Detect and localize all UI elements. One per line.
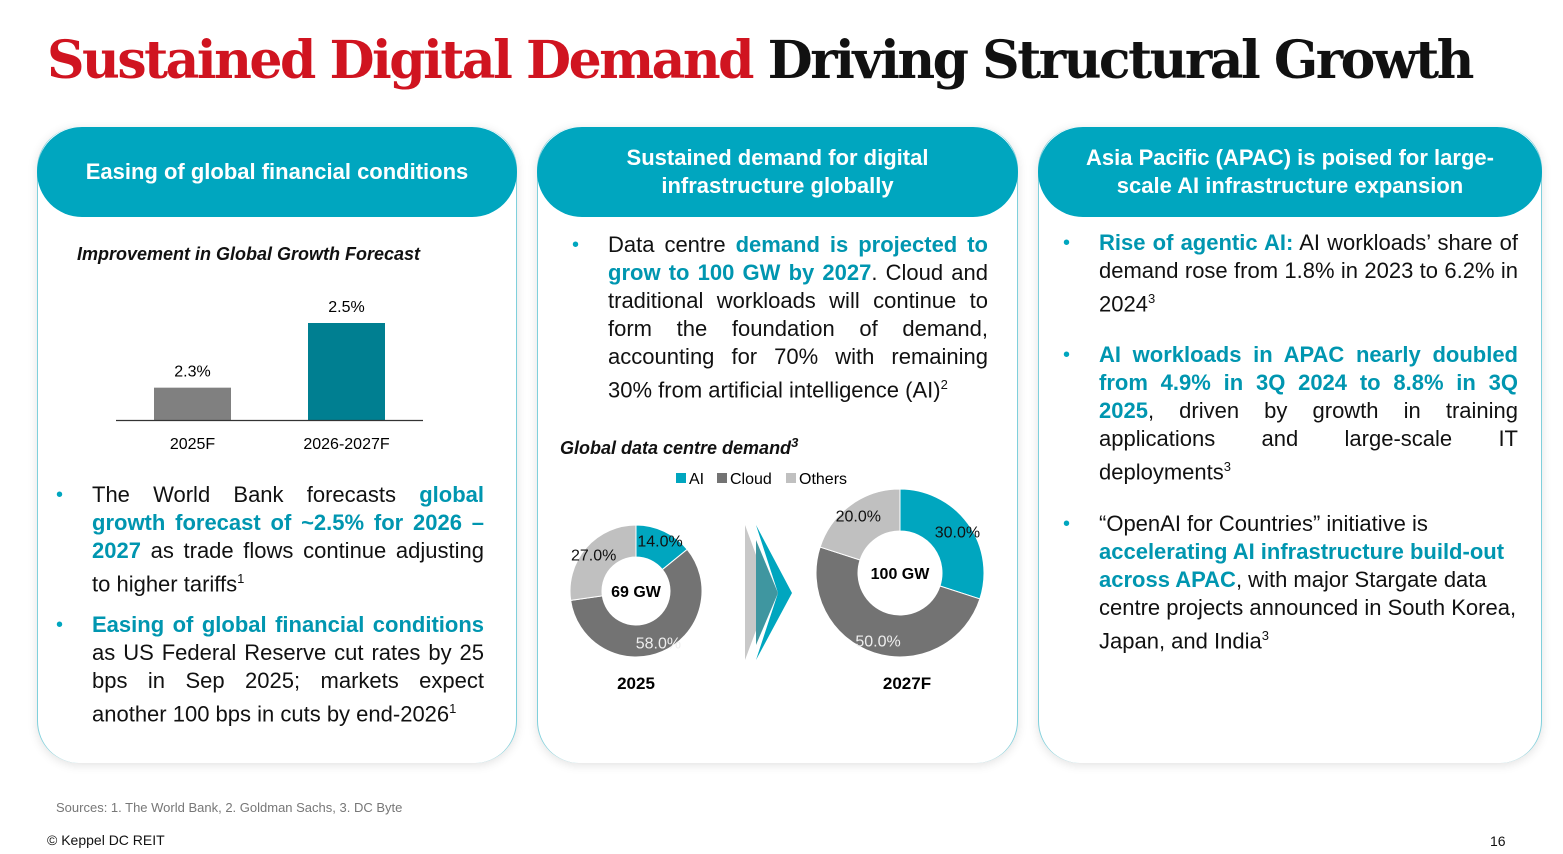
copyright: © Keppel DC REIT [47, 832, 165, 848]
card-header: Asia Pacific (APAC) is poised for large-… [1038, 127, 1542, 217]
bullet-text: 1 [449, 701, 457, 716]
bullet: AI workloads in APAC nearly doubled from… [1063, 341, 1518, 486]
bullet-text: as trade flows continue adjusting to hig… [92, 538, 484, 597]
bullet-text: 3 [1261, 628, 1269, 643]
highlight-text: Rise of agentic AI: [1099, 230, 1294, 255]
card-header: Sustained demand for digital infrastruct… [537, 127, 1018, 217]
bullet-text: , with major Stargate data centre projec… [1099, 567, 1517, 654]
bar-chart-title: Improvement in Global Growth Forecast [77, 244, 421, 264]
bullet: The World Bank forecasts global growth f… [56, 481, 484, 598]
highlight-text: Easing of global financial conditions [92, 612, 484, 637]
bullet-text: . Cloud and traditional workloads will c… [608, 260, 988, 403]
bullet-text: 3 [1147, 291, 1156, 306]
highlight-text: demand is projected to grow to 100 GW by… [608, 232, 988, 285]
bullet-text: as US Federal Reserve cut rates by 25 bp… [92, 640, 484, 727]
bullet: Rise of agentic AI: AI workloads’ share … [1063, 229, 1518, 318]
card-header: Easing of global financial conditions [37, 127, 517, 217]
bullet-text: Data centre [608, 232, 736, 257]
bullet-text: , driven by growth in training applicati… [1099, 398, 1518, 485]
bullet-text: 1 [237, 571, 245, 586]
highlight-text: global growth forecast of ~2.5% for 2026… [92, 482, 484, 563]
highlight-text: accelerating AI infrastructure build-out… [1099, 539, 1505, 592]
bullet: “OpenAI for Countries” initiative is acc… [1063, 510, 1518, 655]
bullet-text: AI workloads’ share of demand rose from … [1099, 230, 1518, 317]
highlight-text: AI workloads in APAC nearly doubled from… [1099, 342, 1518, 423]
donut-chart-title: Global data centre demand3 [560, 435, 799, 458]
bullet: Easing of global financial conditions as… [56, 611, 484, 728]
page-title: Sustained Digital Demand Driving Structu… [47, 30, 1474, 91]
bullet-text: “OpenAI for Countries” initiative is [1099, 511, 1428, 536]
page-number: 16 [1490, 833, 1506, 849]
bullet-text: The World Bank forecasts [92, 482, 420, 507]
bullet-text: 2 [940, 377, 948, 392]
sources-note: Sources: 1. The World Bank, 2. Goldman S… [56, 800, 403, 815]
bullet: Data centre demand is projected to grow … [572, 231, 988, 404]
bullet-text: 3 [1223, 459, 1231, 474]
